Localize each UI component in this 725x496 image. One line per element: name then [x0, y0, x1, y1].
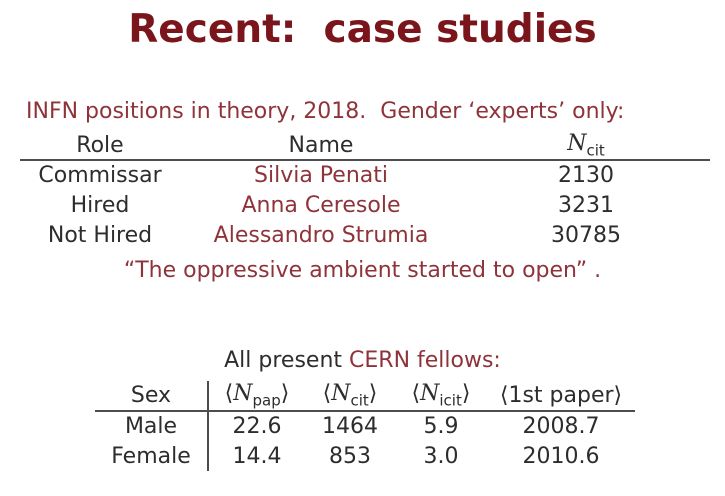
name-cell: Anna Ceresole: [241, 192, 401, 218]
cern-header-nicit: ⟨Nicit⟩: [395, 381, 487, 412]
first-paper-cell: 2008.7: [522, 414, 600, 439]
name-cell: Silvia Penati: [254, 163, 388, 189]
nicit-subscript: icit: [439, 391, 462, 410]
angle-close: ⟩: [461, 381, 471, 407]
slide-title: Recent: case studies: [128, 7, 597, 52]
ncit-subscript: cit: [586, 141, 605, 160]
cern-header-sex: Sex: [95, 381, 209, 412]
nicit-symbol: N: [420, 381, 440, 407]
ncit-symbol: N: [567, 131, 587, 156]
cern-header-npap: ⟨Npap⟩: [208, 381, 305, 412]
cern-fellows-table: Sex ⟨Npap⟩ ⟨Ncit⟩ ⟨Nicit⟩ ⟨1st paper⟩ Ma…: [95, 381, 635, 471]
angle-close: ⟩: [280, 381, 290, 407]
npap-symbol: N: [233, 381, 253, 407]
infn-table-header-row: Role Name Ncit: [20, 131, 710, 162]
table-row: Hired Anna Ceresole 3231: [20, 190, 710, 220]
npap-cell: 14.4: [232, 443, 282, 469]
quote-text: “The oppressive ambient started to open”…: [123, 258, 602, 283]
first-paper-label: 1st paper: [508, 383, 614, 408]
ncit-cell: 2130: [558, 163, 614, 189]
infn-header-name: Name: [180, 131, 462, 162]
first-paper-cell: 2010.6: [522, 443, 600, 469]
angle-close: ⟩: [368, 381, 378, 407]
ncit-cell: 1464: [322, 414, 378, 439]
angle-open: ⟨: [224, 381, 234, 407]
ncit-cell: 30785: [551, 222, 621, 248]
table-row: Not Hired Alessandro Strumia 30785: [20, 220, 710, 250]
ncit-subscript: cit: [350, 391, 369, 410]
table-row: Commissar Silvia Penati 2130: [20, 160, 710, 190]
ncit-symbol: N: [331, 381, 351, 407]
ncit-cell: 853: [329, 443, 371, 469]
cern-table-header-row: Sex ⟨Npap⟩ ⟨Ncit⟩ ⟨Nicit⟩ ⟨1st paper⟩: [95, 381, 635, 412]
sex-cell: Male: [95, 411, 209, 441]
angle-open: ⟨: [411, 381, 421, 407]
name-cell: Alessandro Strumia: [213, 222, 429, 248]
npap-subscript: pap: [252, 391, 281, 410]
angle-open: ⟨: [322, 381, 332, 407]
ncit-cell: 3231: [558, 192, 614, 218]
heading-plain-part: All present: [224, 348, 350, 373]
role-cell: Commissar: [38, 163, 162, 189]
heading-accent-part: CERN fellows:: [349, 348, 501, 373]
angle-open: ⟨: [499, 383, 509, 408]
cern-header-first-paper: ⟨1st paper⟩: [487, 381, 635, 412]
table-row: Female 14.4 853 3.0 2010.6: [95, 441, 635, 471]
npap-cell: 22.6: [232, 414, 282, 439]
cern-header-ncit: ⟨Ncit⟩: [305, 381, 395, 412]
sex-cell: Female: [95, 441, 209, 471]
angle-close: ⟩: [613, 383, 623, 408]
cern-fellows-heading: All present CERN fellows:: [0, 348, 725, 373]
infn-header-role: Role: [20, 131, 180, 162]
table-row: Male 22.6 1464 5.9 2008.7: [95, 411, 635, 441]
nicit-cell: 5.9: [423, 414, 459, 439]
infn-intro-text: INFN positions in theory, 2018. Gender ‘…: [26, 99, 625, 124]
role-cell: Hired: [70, 192, 130, 218]
nicit-cell: 3.0: [423, 443, 459, 469]
infn-header-ncit: Ncit: [462, 131, 710, 162]
role-cell: Not Hired: [47, 222, 153, 248]
infn-positions-table: Role Name Ncit Commissar Silvia Penati 2…: [20, 131, 710, 250]
